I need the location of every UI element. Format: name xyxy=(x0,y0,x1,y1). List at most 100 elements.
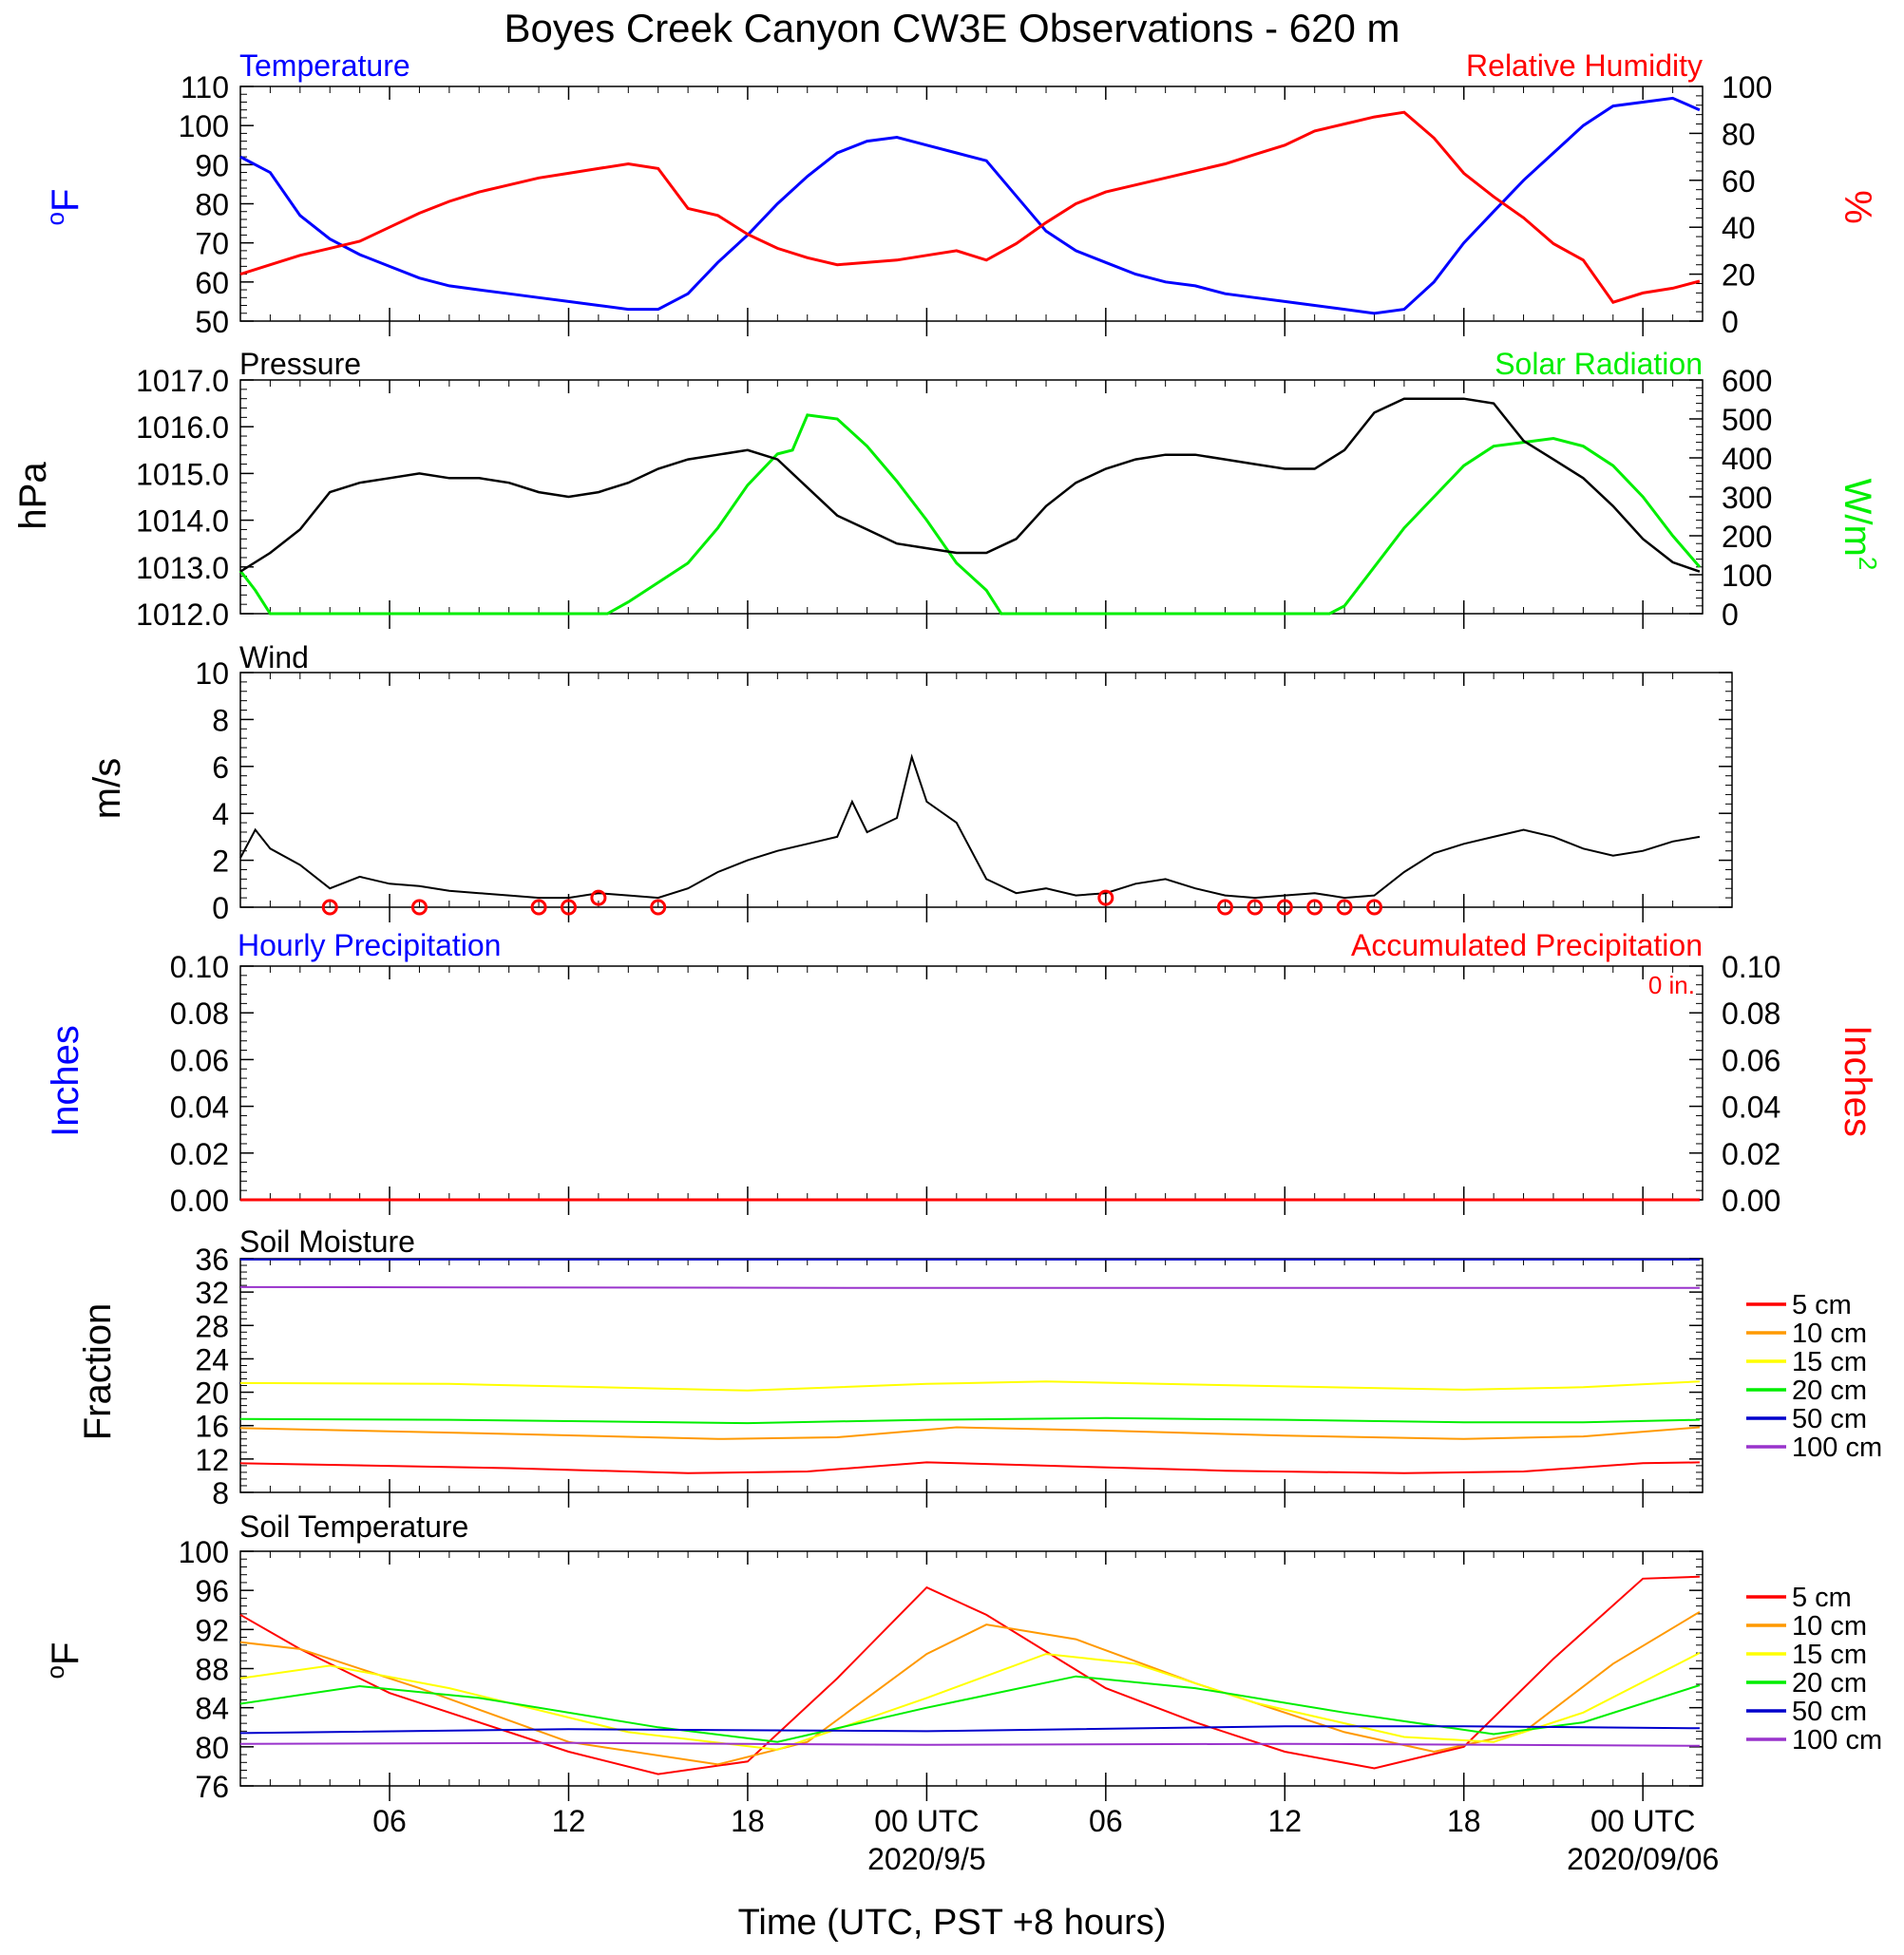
right-tick-label: 0.00 xyxy=(1722,1184,1780,1218)
left-tick-label: 84 xyxy=(195,1692,229,1726)
plot-frame xyxy=(239,672,1733,908)
legend-label: 10 cm xyxy=(1792,1319,1867,1349)
soil-depth-line xyxy=(239,1416,1700,1425)
soil-depth-line xyxy=(239,1652,1701,1751)
soil-temp-unit-label: oF xyxy=(41,1642,86,1680)
left-tick-label: 0.06 xyxy=(170,1043,229,1077)
x-tick-label: 18 xyxy=(731,1804,765,1838)
calm-wind-marker xyxy=(1247,899,1264,916)
plot-frame xyxy=(239,379,1704,615)
left-tick-label: 16 xyxy=(195,1410,229,1444)
calm-wind-marker xyxy=(410,899,428,916)
panel-pressure-solar: Pressure Solar Radiation hPa W/m2 1012.0… xyxy=(12,347,1882,632)
right-tick-label: 0.10 xyxy=(1722,950,1780,984)
legend-label: 15 cm xyxy=(1792,1640,1867,1670)
temperature-line xyxy=(239,96,1701,315)
panel-wind: Wind m/s 0 2 4 6 8 10 xyxy=(86,640,1733,925)
left-tick-label: 20 xyxy=(195,1376,229,1411)
left-tick-label: 1012.0 xyxy=(136,598,229,632)
temp-rh-lines xyxy=(239,96,1701,315)
calm-wind-marker xyxy=(530,899,547,916)
calm-wind-marker xyxy=(560,899,577,916)
accum-precip-annotation: 0 in. xyxy=(1648,971,1695,999)
left-tick-label: 4 xyxy=(212,797,229,831)
calm-wind-marker xyxy=(1366,899,1383,916)
right-tick-label: 0.08 xyxy=(1722,996,1780,1031)
calm-wind-marker xyxy=(1216,899,1233,916)
right-tick-label: 40 xyxy=(1722,211,1756,245)
pressure-solar-lines xyxy=(238,397,1702,616)
right-tick-label: 60 xyxy=(1722,164,1756,199)
pressure-title: Pressure xyxy=(239,347,361,381)
rh-unit-label: % xyxy=(1837,190,1878,224)
right-tick-label: 100 xyxy=(1722,559,1772,593)
wind-title: Wind xyxy=(239,640,309,674)
soil-depth-line xyxy=(239,1675,1701,1743)
pressure-unit-label: hPa xyxy=(12,462,54,530)
plot-frame xyxy=(239,965,1704,1201)
legend-label: 50 cm xyxy=(1792,1404,1867,1434)
right-tick-label: 100 xyxy=(1722,70,1772,104)
left-tick-label: 32 xyxy=(195,1276,229,1310)
soil-depth-line xyxy=(239,1461,1700,1474)
left-tick-label: 8 xyxy=(212,703,229,737)
left-tick-label: 88 xyxy=(195,1653,229,1687)
right-tick-label: 0.06 xyxy=(1722,1043,1780,1077)
left-tick-label: 80 xyxy=(195,188,229,222)
calm-wind-marker xyxy=(1276,899,1293,916)
left-tick-label: 2 xyxy=(212,845,229,879)
solar-radiation-line xyxy=(238,413,1702,616)
legend-label: 20 cm xyxy=(1792,1668,1867,1699)
right-tick-label: 500 xyxy=(1722,403,1772,437)
x-tick-label: 18 xyxy=(1447,1804,1481,1838)
left-tick-label: 36 xyxy=(195,1243,229,1277)
legend-label: 20 cm xyxy=(1792,1376,1867,1406)
relative-humidity-line xyxy=(239,110,1701,304)
left-tick-label: 1017.0 xyxy=(136,364,229,398)
temp-unit-label: oF xyxy=(41,189,86,226)
temp-title: Temperature xyxy=(239,48,410,83)
x-date-label: 2020/09/06 xyxy=(1567,1842,1719,1876)
right-tick-label: 0.04 xyxy=(1722,1091,1780,1125)
left-tick-label: 0.02 xyxy=(170,1137,229,1171)
left-tick-label: 96 xyxy=(195,1574,229,1608)
soil-temp-axes: 76 80 84 88 92 96 100 xyxy=(179,1535,1704,1804)
calm-wind-marker xyxy=(590,889,607,906)
x-tick-label: 00 UTC xyxy=(1590,1804,1695,1838)
soil-depth-line xyxy=(239,1725,1700,1735)
plot-frame xyxy=(239,1258,1704,1493)
soil-moisture-lines xyxy=(239,1258,1700,1474)
legend-label: 100 cm xyxy=(1792,1433,1882,1463)
right-tick-label: 0.02 xyxy=(1722,1137,1780,1171)
left-tick-label: 0.04 xyxy=(170,1091,229,1125)
legend-label: 5 cm xyxy=(1792,1290,1852,1320)
hourly-precip-title: Hourly Precipitation xyxy=(238,928,501,962)
temp-rh-axes: 50 60 70 80 90 100 110 0 20 40 60 80 100 xyxy=(179,70,1773,339)
wind-speed-line xyxy=(239,753,1701,900)
wind-lines xyxy=(239,753,1701,916)
legend-label: 5 cm xyxy=(1792,1583,1852,1613)
left-tick-label: 12 xyxy=(195,1443,229,1477)
left-tick-label: 0.10 xyxy=(170,950,229,984)
wind-unit-label: m/s xyxy=(86,758,128,819)
right-tick-label: 0 xyxy=(1722,598,1739,632)
soil-temp-title: Soil Temperature xyxy=(239,1509,468,1544)
calm-wind-marker xyxy=(1306,899,1323,916)
legend-label: 15 cm xyxy=(1792,1347,1867,1377)
x-date-label: 2020/9/5 xyxy=(867,1842,986,1876)
left-tick-label: 100 xyxy=(179,1535,229,1569)
right-tick-label: 80 xyxy=(1722,117,1756,151)
rh-title: Relative Humidity xyxy=(1466,48,1703,83)
x-tick-label: 06 xyxy=(372,1804,407,1838)
legend-label: 100 cm xyxy=(1792,1725,1882,1756)
soil-depth-line xyxy=(239,1741,1700,1747)
precip-axes: 0.00 0.02 0.04 0.06 0.08 0.10 0.00 0.02 0.04 0.06… xyxy=(170,950,1781,1218)
x-tick-label: 06 xyxy=(1089,1804,1123,1838)
panel-soil-temp: Soil Temperature oF 76 80 84 88 92 96 100 5 cm… xyxy=(41,1509,1882,1804)
left-tick-label: 92 xyxy=(195,1613,229,1647)
x-tick-label: 00 UTC xyxy=(874,1804,979,1838)
